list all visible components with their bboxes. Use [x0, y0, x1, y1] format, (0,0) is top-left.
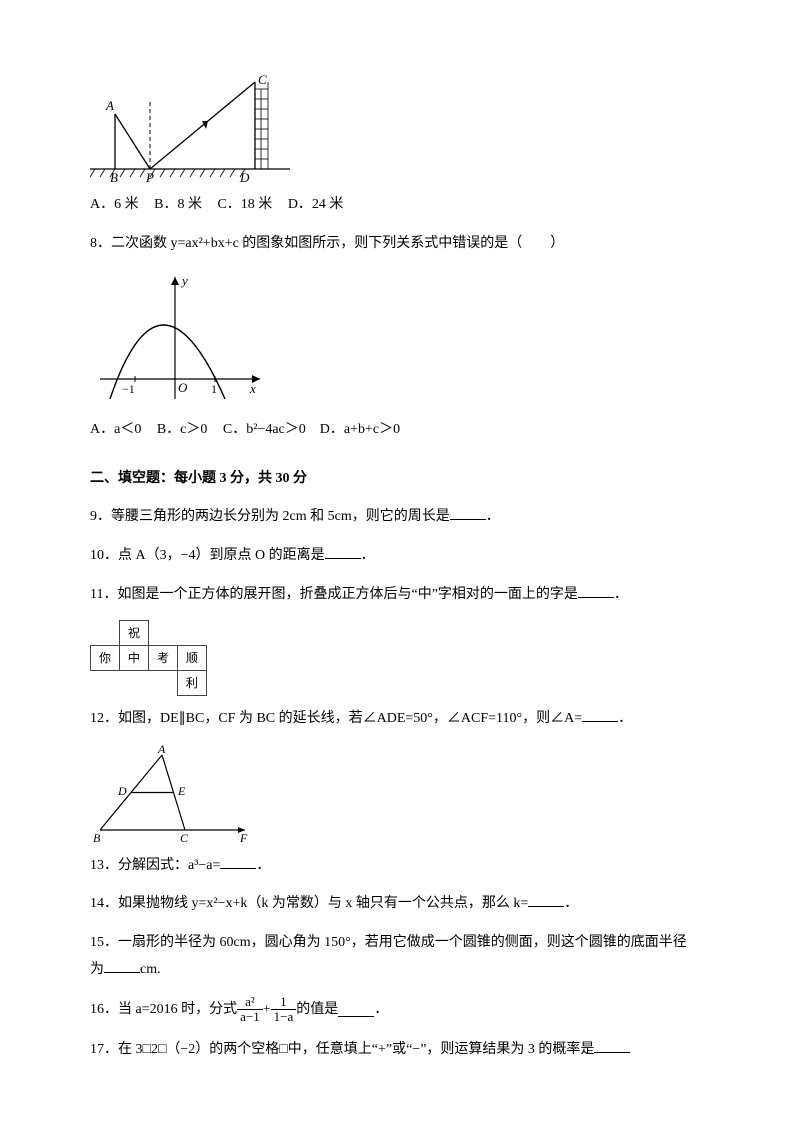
svg-text:F: F — [239, 831, 248, 845]
q8-options: A．a＜0 B．c＞0 C．b²−4ac＞0 D．a+b+c＞0 — [90, 417, 710, 444]
q12: 12．如图，DE∥BC，CF 为 BC 的延长线，若∠ADE=50°，∠ACF=… — [90, 706, 710, 733]
q11: 11．如图是一个正方体的展开图，折叠成正方体后与“中”字相对的一面上的字是． — [90, 582, 710, 609]
svg-text:D: D — [117, 784, 127, 798]
q8-opt-b: B．c＞0 — [157, 422, 208, 437]
svg-text:y: y — [180, 273, 188, 288]
q16-frac1: a² a−1 — [237, 995, 263, 1025]
q7-opt-a: A．6 米 — [90, 197, 139, 212]
svg-text:A: A — [105, 98, 114, 113]
q8-opt-a: A．a＜0 — [90, 422, 141, 437]
q13: 13．分解因式：a³−a=． — [90, 853, 710, 880]
svg-text:C: C — [258, 74, 267, 87]
q14: 14．如果抛物线 y=x²−x+k（k 为常数）与 x 轴只有一个公共点，那么 … — [90, 891, 710, 918]
svg-text:B: B — [93, 831, 101, 845]
q10: 10．点 A（3，−4）到原点 O 的距离是． — [90, 543, 710, 570]
svg-text:A: A — [157, 745, 166, 756]
q7-opt-c: C．18 米 — [217, 197, 272, 212]
svg-text:C: C — [180, 831, 189, 845]
svg-text:O: O — [178, 380, 188, 395]
q12-figure: A B C D E F — [90, 745, 710, 845]
svg-text:E: E — [177, 784, 186, 798]
q8-figure: −1 1 O x y — [90, 269, 710, 409]
svg-text:D: D — [239, 170, 250, 184]
svg-text:1: 1 — [211, 382, 217, 396]
svg-text:P: P — [145, 170, 154, 184]
q16-frac2: 1 1−a — [271, 995, 297, 1025]
q11-net: 祝 你 中 考 顺 利 — [90, 620, 207, 696]
q8-text: 8．二次函数 y=ax²+bx+c 的图象如图所示，则下列关系式中错误的是（ ） — [90, 231, 710, 258]
section2-header: 二、填空题：每小题 3 分，共 30 分 — [90, 466, 710, 493]
q9: 9．等腰三角形的两边长分别为 2cm 和 5cm，则它的周长是． — [90, 504, 710, 531]
svg-text:B: B — [110, 170, 118, 184]
q17: 17．在 3□2□（−2）的两个空格□中，任意填上“+”或“−”，则运算结果为 … — [90, 1037, 710, 1064]
q7-opt-b: B．8 米 — [154, 197, 202, 212]
q7-options: A．6 米 B．8 米 C．18 米 D．24 米 — [90, 192, 710, 219]
q7-figure: A B P D C — [90, 74, 710, 184]
q15: 15．一扇形的半径为 60cm，圆心角为 150°，若用它做成一个圆锥的侧面，则… — [90, 930, 710, 983]
svg-text:−1: −1 — [122, 382, 135, 396]
q7-opt-d: D．24 米 — [288, 197, 344, 212]
q8-opt-c: C．b²−4ac＞0 — [223, 422, 306, 437]
svg-text:x: x — [249, 381, 256, 396]
q8-opt-d: D．a+b+c＞0 — [320, 422, 400, 437]
q16: 16．当 a=2016 时，分式 a² a−1 + 1 1−a 的值是． — [90, 995, 710, 1025]
